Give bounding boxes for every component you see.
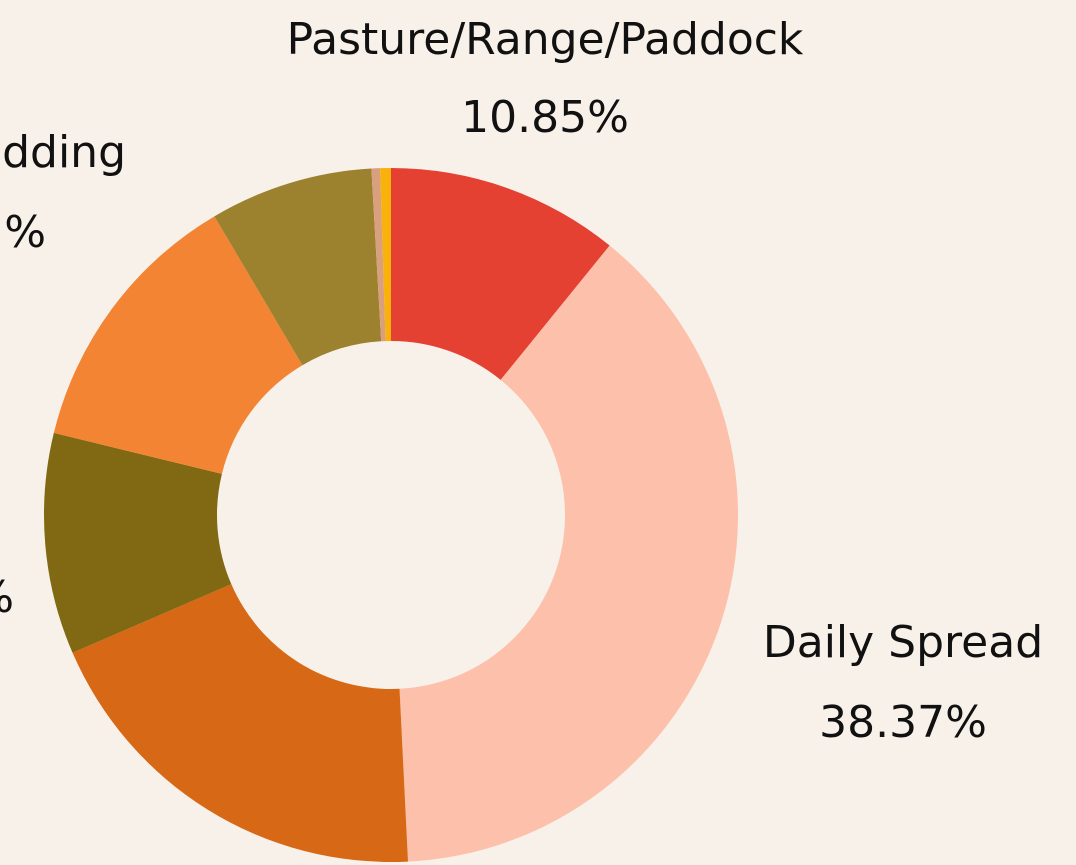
value-label: 38.37% — [819, 697, 987, 748]
value-label: % — [0, 572, 14, 623]
category-label: dding — [2, 127, 126, 178]
category-label: Daily Spread — [763, 617, 1043, 668]
value-label: 10.85% — [461, 92, 629, 143]
value-label: % — [4, 207, 46, 258]
category-label: Pasture/Range/Paddock — [287, 14, 804, 65]
chart: Pasture/Range/Paddock 10.85% Daily Spread 3… — [0, 0, 1076, 865]
page: {"chart_data": {"type": "donut", "catego… — [0, 0, 1076, 865]
